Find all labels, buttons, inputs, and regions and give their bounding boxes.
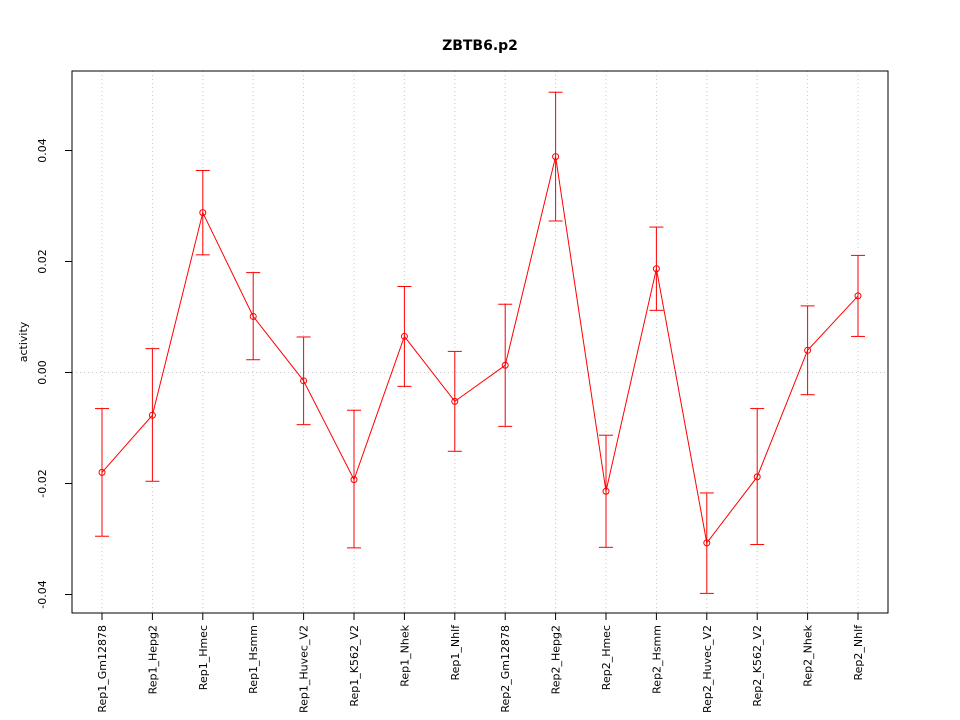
axes: -0.04 -0.02 0.00 0.02 0.04 Rep1_Gm12878 Rep1_H…: [36, 138, 865, 713]
data-point: [552, 153, 560, 161]
x-tick-label: Rep1_Hsmm: [247, 625, 260, 694]
chart-title: ZBTB6.p2: [442, 38, 518, 54]
x-tick-label: Rep2_Hsmm: [650, 625, 663, 694]
y-tick-label: 0.00: [36, 360, 49, 385]
data-point: [804, 346, 812, 354]
data-point: [703, 539, 711, 547]
x-tick-label: Rep1_Gm12878: [96, 625, 109, 713]
x-tick-label: Rep1_Hepg2: [146, 625, 159, 694]
data-series: [95, 91, 865, 594]
data-point: [854, 292, 862, 300]
data-point: [199, 209, 207, 217]
data-point: [98, 468, 106, 476]
data-point: [350, 476, 358, 484]
data-point: [451, 397, 459, 405]
x-tick-label: Rep2_Hmec: [600, 625, 613, 690]
x-tick-label: Rep2_Hepg2: [550, 625, 563, 694]
data-point: [300, 377, 308, 385]
data-point: [602, 487, 610, 495]
x-tick-label: Rep2_Gm12878: [499, 625, 512, 713]
x-tick-label: Rep2_Nhek: [802, 624, 815, 686]
x-tick-label: Rep1_K562_V2: [348, 625, 361, 707]
x-tick-label: Rep1_Nhlf: [449, 624, 462, 681]
data-point: [501, 361, 509, 369]
y-tick-label: 0.02: [36, 249, 49, 274]
x-tick-label: Rep1_Huvec_V2: [298, 625, 311, 713]
x-tick-label: Rep1_Hmec: [197, 625, 210, 690]
data-point: [400, 332, 408, 340]
y-tick-label: 0.04: [36, 138, 49, 163]
y-axis-label: activity: [17, 321, 30, 362]
series-line: [101, 156, 859, 545]
x-tick-label: Rep2_K562_V2: [751, 625, 764, 707]
y-tick-label: -0.04: [36, 580, 49, 608]
grid: [72, 71, 888, 613]
x-tick-label: Rep2_Nhlf: [852, 624, 865, 681]
y-tick-label: -0.02: [36, 469, 49, 497]
x-tick-label: Rep2_Huvec_V2: [701, 625, 714, 713]
plot-frame: [71, 70, 889, 614]
data-point: [652, 265, 660, 273]
data-point: [249, 312, 257, 320]
x-tick-label: Rep1_Nhek: [398, 624, 411, 686]
data-point: [148, 411, 156, 419]
data-point: [753, 473, 761, 481]
